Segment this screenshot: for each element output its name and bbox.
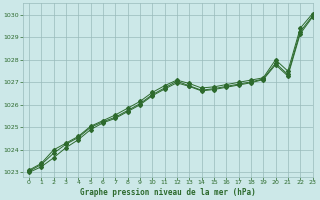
X-axis label: Graphe pression niveau de la mer (hPa): Graphe pression niveau de la mer (hPa) [80, 188, 255, 197]
